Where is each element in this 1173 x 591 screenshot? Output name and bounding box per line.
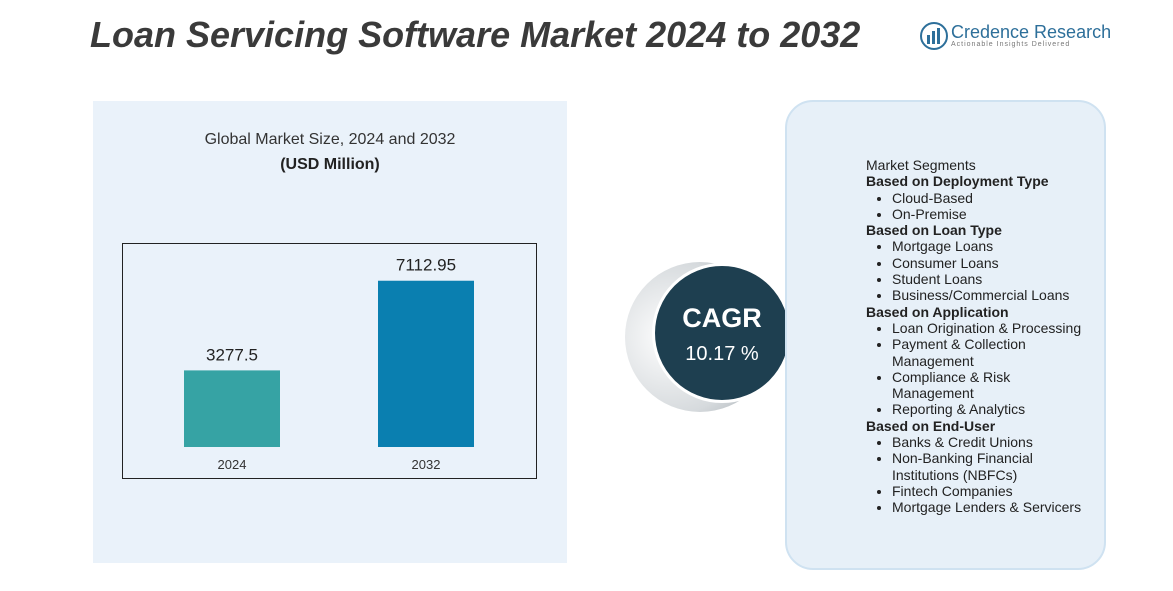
value-label: 3277.5 (206, 345, 258, 364)
page-title: Loan Servicing Software Market 2024 to 2… (90, 14, 861, 55)
segment-item: Loan Origination & Processing (892, 320, 1092, 336)
segments: Market Segments Based on Deployment Type… (866, 157, 1092, 516)
bar (378, 280, 474, 447)
chart-frame (122, 243, 537, 479)
logo-icon (920, 22, 948, 50)
cagr-circle: CAGR 10.17 % (652, 263, 792, 403)
cagr-label: CAGR (682, 303, 762, 333)
segment-heading: Based on Application (866, 303, 1009, 320)
segment-item: Compliance & Risk Management (892, 369, 1092, 402)
segments-title: Market Segments (866, 157, 976, 173)
segment-item: Fintech Companies (892, 483, 1092, 499)
segment-item: Cloud-Based (892, 190, 1092, 206)
chart-title: Global Market Size, 2024 and 2032 (204, 131, 456, 148)
segments-panel (785, 100, 1106, 570)
value-label: 7112.95 (396, 256, 456, 275)
segment-item: Consumer Loans (892, 255, 1092, 271)
segment-list: Loan Origination & ProcessingPayment & C… (866, 320, 1092, 418)
segment-item: Mortgage Lenders & Servicers (892, 499, 1092, 515)
x-tick-label: 2024 (218, 457, 247, 472)
segment-heading: Based on End-User (866, 417, 996, 434)
chart-panel (93, 101, 567, 563)
segment-item: On-Premise (892, 206, 1092, 222)
segment-list: Banks & Credit UnionsNon-Banking Financi… (866, 434, 1092, 515)
segment-item: Payment & Collection Management (892, 336, 1092, 369)
segment-item: Non-Banking Financial Institutions (NBFC… (892, 450, 1092, 483)
segment-item: Banks & Credit Unions (892, 434, 1092, 450)
segment-heading: Based on Deployment Type (866, 173, 1049, 190)
segment-list: Mortgage LoansConsumer LoansStudent Loan… (866, 238, 1092, 303)
x-tick-label: 2032 (412, 457, 441, 472)
chart: 3277.5 2024 7112.95 2032 (122, 243, 537, 479)
brand: Credence Research (951, 22, 1112, 42)
segment-item: Business/Commercial Loans (892, 287, 1092, 303)
cagr-value: 10.17 % (685, 343, 759, 365)
segment-item: Student Loans (892, 271, 1092, 287)
tagline: Actionable Insights Delivered (951, 41, 1071, 48)
segment-item: Mortgage Loans (892, 238, 1092, 254)
segment-list: Cloud-BasedOn-Premise (866, 190, 1092, 223)
segment-heading: Based on Loan Type (866, 222, 1002, 239)
chart-subtitle: (USD Million) (280, 156, 380, 173)
segment-item: Reporting & Analytics (892, 401, 1092, 417)
bar (184, 370, 280, 447)
